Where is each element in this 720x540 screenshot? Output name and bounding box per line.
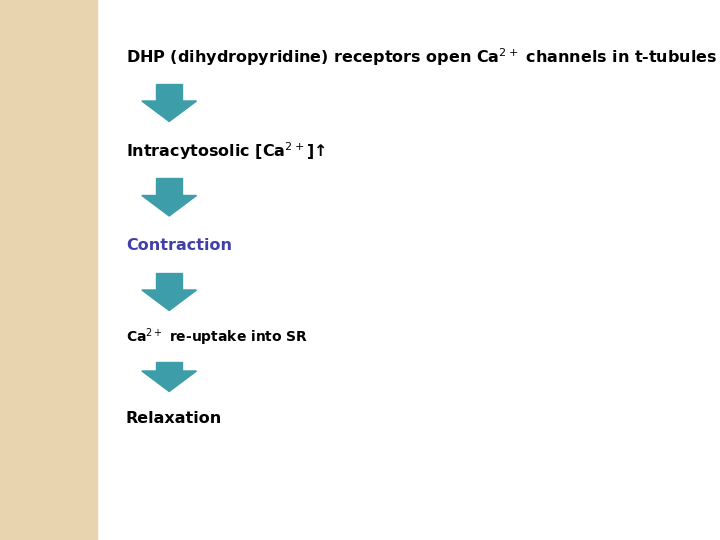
- Text: DHP (dihydropyridine) receptors open Ca$^{2+}$ channels in t-tubules: DHP (dihydropyridine) receptors open Ca$…: [126, 46, 717, 68]
- Text: Contraction: Contraction: [126, 238, 232, 253]
- Text: Relaxation: Relaxation: [126, 411, 222, 426]
- Text: Ca$^{2+}$ re-uptake into SR: Ca$^{2+}$ re-uptake into SR: [126, 327, 308, 348]
- Text: Intracytosolic [Ca$^{2+}$]↑: Intracytosolic [Ca$^{2+}$]↑: [126, 140, 325, 162]
